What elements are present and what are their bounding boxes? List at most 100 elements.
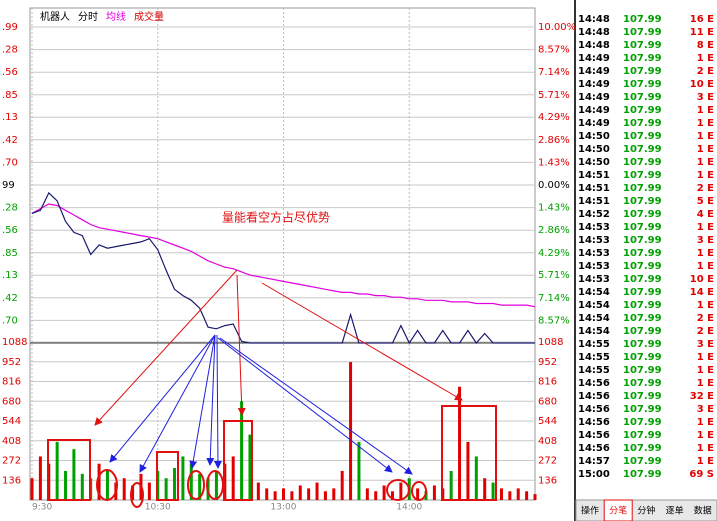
annotation-text: 量能看空方占尽优势 [222,210,330,225]
volume-bar [231,456,235,500]
trade-volume: 1 E [697,456,714,467]
trade-price: 107.99 [623,274,662,285]
volume-bar [105,470,109,500]
y2-tick-label: 2.86% [538,135,570,146]
y2-tick-label: 0.00% [538,180,570,191]
volume-bar [483,478,487,500]
y-tick-label: .70 [2,157,18,168]
trade-time: 14:54 [578,326,610,337]
y-tick-label: 136 [2,475,21,486]
y-tick-label: 680 [2,396,21,407]
y-tick-label: .70 [2,315,18,326]
tab[interactable]: 数据 [694,505,712,517]
trade-volume: 1 E [697,365,714,376]
y2-tick-label: 1.43% [538,203,570,214]
y2-tick-label: 408 [538,436,557,447]
tab[interactable]: 分笔 [609,505,627,517]
y2-tick-label: 544 [538,416,557,427]
trade-volume: 1 E [697,352,714,363]
volume-bar [240,401,244,500]
volume-bar [458,386,462,500]
volume-bar [189,463,193,500]
volume-bar [181,456,185,500]
trade-volume: 1 E [697,131,714,142]
trade-price: 107.99 [623,144,662,155]
trade-price: 107.99 [623,313,662,324]
trade-price: 107.99 [623,261,662,272]
annotations [47,269,497,508]
trade-price: 107.99 [623,40,662,51]
trade-volume: 1 E [697,53,714,64]
volume-bar [164,478,168,500]
trade-price: 107.99 [623,287,662,298]
volume-bar [256,482,260,500]
trade-time: 14:50 [578,131,610,142]
y-tick-label: .42 [2,135,18,146]
trade-price: 107.99 [623,196,662,207]
trade-price: 107.99 [623,105,662,116]
arrow [139,334,216,473]
y-tick-label: .99 [2,22,18,33]
header-label: 成交量 [134,10,164,23]
trade-price: 107.99 [623,443,662,454]
trade-time: 14:48 [578,14,610,25]
volume-bar [323,491,327,500]
volume-bar [516,488,520,500]
trade-time: 14:51 [578,183,610,194]
header-label: 分时 [78,11,98,23]
volume-bar [282,488,285,500]
volume-bar [97,463,101,500]
volume-bar [533,494,537,500]
trade-volume: 1 E [697,300,714,311]
trade-volume: 1 E [697,144,714,155]
tab[interactable]: 分钟 [637,505,655,517]
tab[interactable]: 逐单 [666,505,684,517]
trade-time: 14:50 [578,144,610,155]
volume-bar [38,456,42,500]
arrow [206,334,216,466]
trade-volume: 2 E [697,326,714,337]
volume-bar [357,441,361,500]
trade-time: 14:48 [578,40,610,51]
y2-tick-label: 272 [538,456,557,467]
y-tick-label: .42 [2,293,18,304]
trade-price: 107.99 [623,209,662,220]
tab-active [603,499,633,521]
trade-volume: 3 E [697,339,714,350]
volume-bar [131,485,135,500]
tab[interactable]: 操作 [581,505,599,517]
volume-bar [382,485,386,500]
trade-price: 107.99 [623,365,662,376]
volume-bar [416,488,420,500]
y2-tick-label: 4.29% [538,248,570,259]
trade-price: 107.99 [623,170,662,181]
volume-bar [399,482,403,500]
trade-time: 14:56 [578,391,610,402]
y2-tick-label: 4.29% [538,112,570,123]
trade-time: 14:51 [578,170,610,181]
x-tick-label: 14:00 [396,503,422,513]
y-tick-label: .13 [2,112,18,123]
volume-bar [466,441,470,500]
y-tick-label: .85 [2,248,18,259]
trade-price: 107.99 [623,430,662,441]
highlight-ellipse [187,470,205,500]
trade-time: 14:49 [578,105,610,116]
trade-time: 14:51 [578,196,610,207]
trade-time: 14:53 [578,261,610,272]
trade-time: 14:49 [578,53,610,64]
average-line [31,203,536,308]
highlight-ellipse [130,482,144,508]
trade-time: 14:56 [578,404,610,415]
trade-volume: 69 S [689,469,714,480]
arrow [261,282,463,401]
volume-bar [122,478,126,500]
trade-volume: 5 E [697,196,714,207]
trade-volume: 1 E [697,417,714,428]
y-tick-label: .56 [2,67,18,78]
volume-bar [290,491,294,500]
highlight-box [441,405,497,501]
volume-bar [474,456,478,500]
trade-time: 14:54 [578,313,610,324]
